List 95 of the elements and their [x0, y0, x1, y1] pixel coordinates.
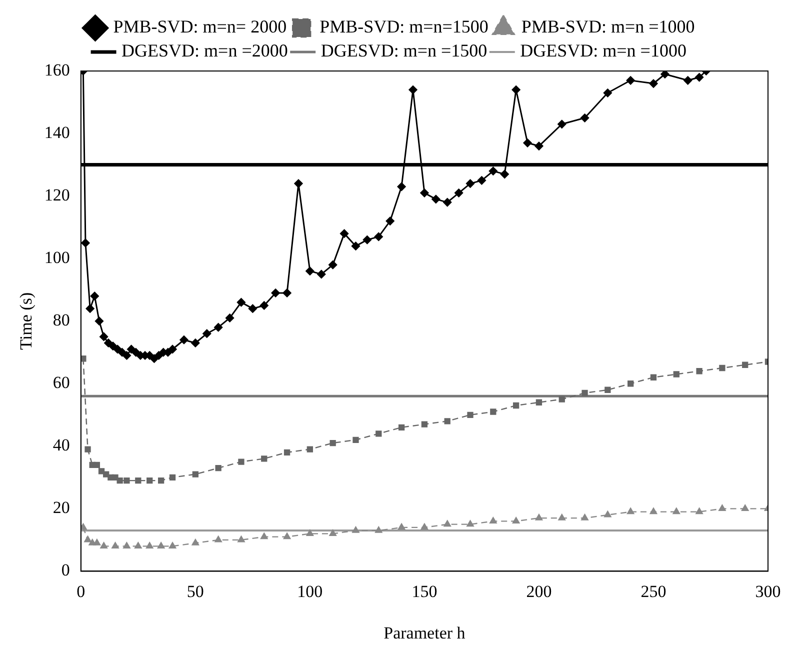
point — [215, 464, 222, 472]
point — [146, 542, 154, 549]
point — [512, 517, 520, 524]
point — [116, 477, 123, 484]
x-tick-label: 300 — [755, 582, 781, 601]
point — [84, 536, 92, 542]
point — [536, 399, 542, 406]
point — [375, 526, 382, 533]
point — [157, 542, 165, 549]
point — [490, 517, 497, 524]
point — [626, 508, 634, 514]
x-tick-label: 150 — [412, 582, 438, 601]
point — [650, 508, 658, 514]
legend-label: DGESVD: m=n =2000 — [122, 40, 288, 61]
point — [192, 538, 200, 546]
point — [352, 526, 360, 533]
point — [329, 530, 336, 536]
x-tick-label: 250 — [640, 582, 666, 601]
point — [628, 380, 634, 387]
point — [261, 456, 268, 462]
point — [94, 462, 100, 468]
point — [146, 477, 153, 484]
point — [558, 514, 566, 520]
y-tick-label: 20 — [52, 498, 70, 518]
point — [490, 408, 496, 415]
point — [168, 542, 176, 549]
point — [512, 402, 520, 409]
y-tick-label: 80 — [52, 310, 70, 330]
point — [306, 446, 314, 452]
y-tick-label: 120 — [44, 186, 70, 205]
y-tick-label: 60 — [52, 373, 70, 392]
y-tick-label: 40 — [52, 436, 70, 455]
point — [582, 390, 588, 396]
point — [398, 523, 406, 530]
point — [123, 542, 130, 549]
point — [80, 523, 87, 530]
point — [581, 514, 588, 520]
point — [238, 458, 244, 465]
point — [398, 424, 405, 430]
point — [352, 436, 359, 443]
point — [650, 374, 657, 380]
point — [741, 504, 749, 512]
point — [192, 471, 198, 478]
x-tick-label: 200 — [526, 582, 552, 601]
point — [444, 520, 451, 527]
point — [284, 449, 290, 456]
point — [466, 520, 474, 527]
x-tick-label: 100 — [297, 582, 323, 601]
point — [124, 477, 130, 484]
y-tick-label: 100 — [44, 248, 70, 268]
point — [672, 508, 680, 514]
legend-label: DGESVD: m=n =1000 — [520, 40, 686, 61]
point — [718, 504, 726, 512]
point — [696, 368, 702, 374]
y-axis-title: Time (s) — [16, 292, 36, 350]
legend-label: PMB-SVD: m=n=1500 — [320, 16, 488, 37]
point — [696, 508, 703, 514]
point — [135, 477, 142, 484]
point — [604, 510, 612, 518]
point — [421, 421, 428, 428]
x-tick-label: 0 — [76, 582, 86, 601]
point — [535, 514, 543, 520]
point — [103, 471, 110, 478]
legend-label: PMB-SVD: m=n =1000 — [521, 16, 695, 37]
point — [467, 412, 474, 418]
point — [558, 396, 565, 402]
point — [444, 418, 450, 424]
point — [283, 532, 291, 540]
point — [330, 440, 336, 446]
point — [169, 474, 176, 480]
point — [214, 536, 222, 542]
point — [100, 542, 108, 549]
point — [673, 371, 680, 378]
point — [719, 364, 726, 372]
point — [112, 542, 119, 549]
point — [93, 538, 101, 546]
point — [420, 523, 428, 530]
point — [306, 530, 314, 536]
point — [238, 536, 245, 542]
x-tick-label: 50 — [186, 582, 204, 601]
point — [604, 386, 611, 393]
point — [84, 446, 91, 452]
legend-label: PMB-SVD: m=n= 2000 — [113, 16, 287, 37]
point — [158, 477, 164, 484]
point — [260, 532, 268, 540]
legend-label: DGESVD: m=n =1500 — [320, 40, 488, 61]
y-tick-label: 140 — [44, 122, 70, 142]
y-tick-label: 0 — [61, 560, 70, 580]
point — [742, 362, 748, 368]
point — [376, 430, 382, 437]
y-tick-label: 160 — [44, 60, 70, 80]
point — [134, 542, 142, 549]
point — [112, 474, 118, 480]
point — [80, 356, 86, 362]
x-axis-title: Parameter h — [384, 623, 466, 642]
